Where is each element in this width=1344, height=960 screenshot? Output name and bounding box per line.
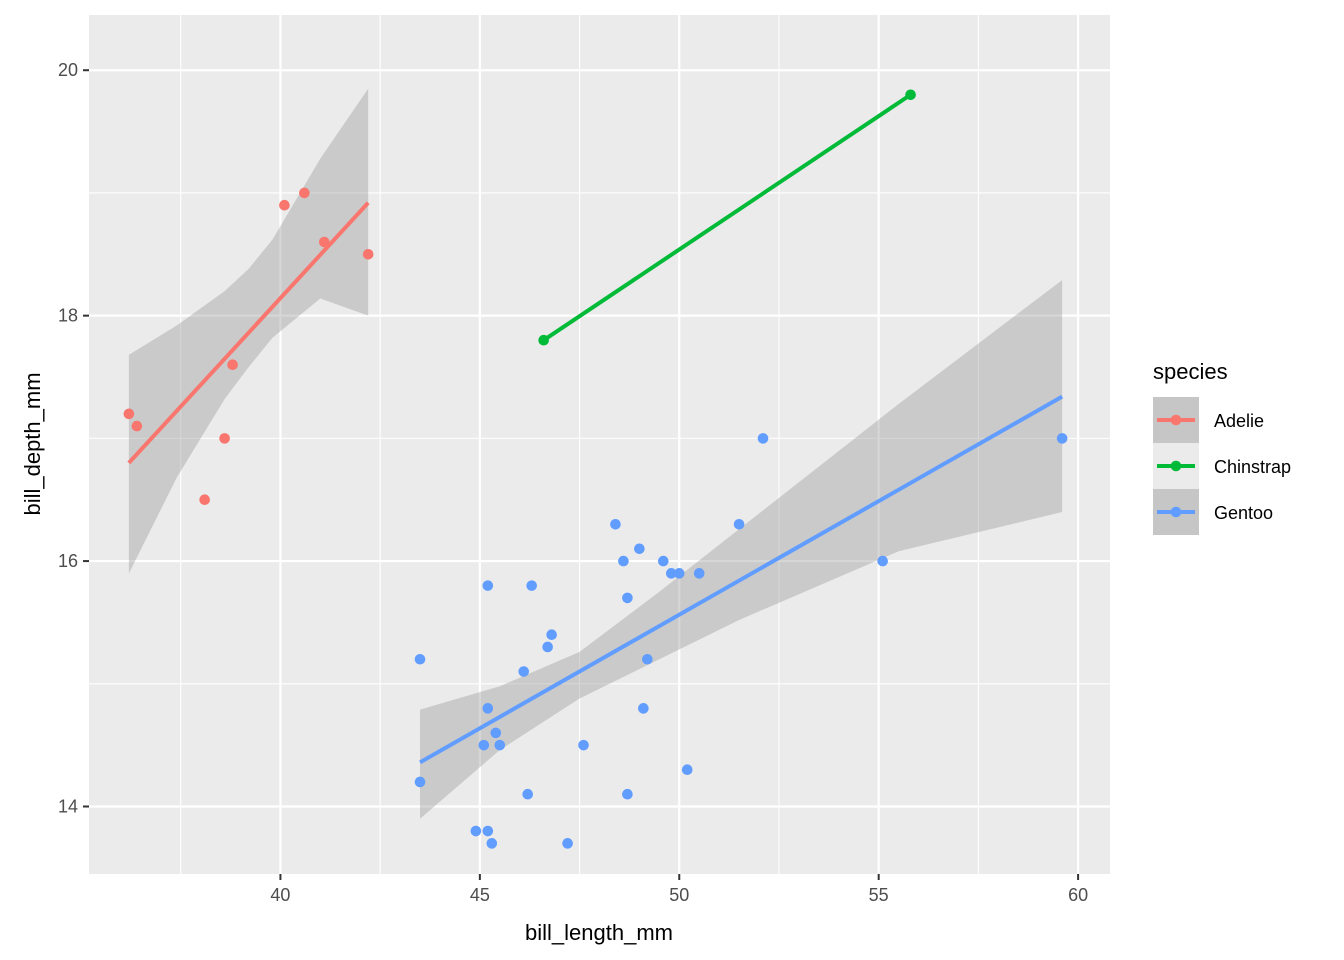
legend: species Adelie Chinstrap Gentoo bbox=[1153, 359, 1291, 535]
point-gentoo bbox=[665, 568, 677, 579]
point-gentoo bbox=[638, 703, 649, 714]
point-gentoo bbox=[1056, 433, 1068, 444]
point-gentoo bbox=[610, 518, 621, 530]
point-adelie bbox=[362, 248, 374, 260]
legend-key-point bbox=[1170, 414, 1182, 426]
legend-label: Gentoo bbox=[1214, 503, 1273, 523]
x-tick-label: 50 bbox=[669, 885, 689, 905]
point-gentoo bbox=[518, 666, 530, 677]
plot-panel bbox=[89, 15, 1110, 874]
y-tick-label: 14 bbox=[58, 797, 78, 817]
fit-line-adelie bbox=[127, 201, 370, 465]
legend-item-gentoo: Gentoo bbox=[1153, 489, 1273, 535]
x-axis-title: bill_length_mm bbox=[525, 920, 673, 945]
point-gentoo bbox=[542, 641, 553, 653]
point-gentoo bbox=[482, 580, 494, 591]
point-gentoo bbox=[877, 555, 888, 567]
point-adelie bbox=[299, 187, 310, 199]
point-gentoo bbox=[618, 555, 629, 567]
point-gentoo bbox=[522, 788, 534, 800]
x-tick-label: 55 bbox=[869, 885, 889, 905]
confidence-band-gentoo bbox=[420, 280, 1063, 819]
y-axis-ticks: 14 16 18 20 bbox=[58, 60, 89, 817]
point-gentoo bbox=[673, 568, 685, 579]
point-chinstrap bbox=[905, 89, 916, 101]
point-gentoo bbox=[562, 838, 573, 849]
point-gentoo bbox=[658, 555, 669, 567]
point-gentoo bbox=[470, 825, 482, 837]
x-tick-label: 45 bbox=[470, 885, 490, 905]
fit-line-gentoo bbox=[419, 394, 1064, 765]
fit-lines bbox=[127, 93, 1064, 765]
point-gentoo bbox=[578, 739, 589, 751]
y-tick-label: 18 bbox=[58, 306, 78, 326]
point-gentoo bbox=[414, 776, 426, 788]
point-gentoo bbox=[622, 592, 633, 604]
point-gentoo bbox=[681, 764, 693, 775]
point-gentoo bbox=[693, 568, 705, 579]
x-tick-label: 40 bbox=[270, 885, 290, 905]
point-gentoo bbox=[482, 703, 494, 714]
point-adelie bbox=[131, 420, 143, 432]
point-gentoo bbox=[546, 629, 557, 641]
point-gentoo bbox=[482, 825, 494, 837]
data-points bbox=[123, 89, 1068, 849]
y-tick-label: 20 bbox=[58, 60, 78, 80]
legend-item-chinstrap: Chinstrap bbox=[1153, 443, 1291, 489]
point-adelie bbox=[123, 408, 135, 420]
point-chinstrap bbox=[538, 334, 549, 346]
point-gentoo bbox=[622, 788, 633, 800]
legend-keys: Adelie Chinstrap Gentoo bbox=[1153, 397, 1291, 535]
grid-minor bbox=[89, 15, 1110, 874]
fit-line-chinstrap bbox=[542, 93, 912, 342]
x-tick-label: 60 bbox=[1068, 885, 1088, 905]
point-adelie bbox=[219, 433, 230, 444]
point-gentoo bbox=[757, 433, 769, 444]
y-axis-title: bill_depth_mm bbox=[20, 372, 45, 515]
point-gentoo bbox=[490, 727, 502, 739]
point-gentoo bbox=[486, 838, 498, 849]
point-adelie bbox=[227, 359, 238, 371]
legend-key-point bbox=[1170, 460, 1182, 472]
point-gentoo bbox=[414, 653, 426, 665]
point-adelie bbox=[319, 236, 330, 248]
legend-label: Chinstrap bbox=[1214, 457, 1291, 477]
legend-item-adelie: Adelie bbox=[1153, 397, 1264, 443]
legend-label: Adelie bbox=[1214, 411, 1264, 431]
point-gentoo bbox=[733, 518, 745, 530]
point-adelie bbox=[279, 199, 290, 211]
y-tick-label: 16 bbox=[58, 551, 78, 571]
legend-title: species bbox=[1153, 359, 1228, 384]
point-adelie bbox=[199, 494, 210, 506]
point-gentoo bbox=[526, 580, 537, 591]
grid-major bbox=[89, 15, 1110, 874]
point-gentoo bbox=[634, 543, 645, 555]
legend-key-point bbox=[1170, 506, 1182, 518]
point-gentoo bbox=[494, 739, 506, 751]
point-gentoo bbox=[478, 739, 490, 751]
point-gentoo bbox=[642, 653, 653, 665]
x-axis-ticks: 40 45 50 55 60 bbox=[270, 874, 1088, 905]
